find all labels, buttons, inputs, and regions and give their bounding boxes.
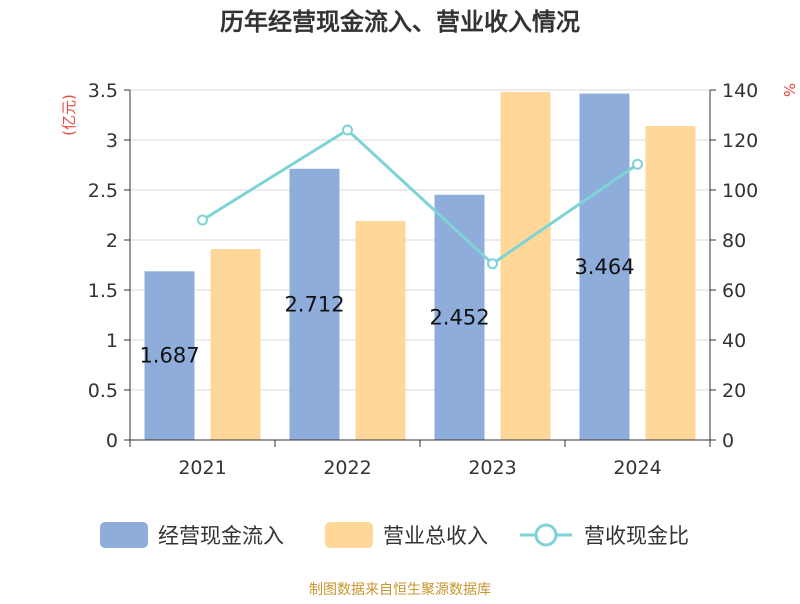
- left-tick-label: 0: [106, 430, 118, 452]
- chart-title: 历年经营现金流入、营业收入情况: [220, 8, 580, 36]
- legend-swatch: [100, 522, 148, 548]
- cash-inflow-bar: [289, 168, 340, 441]
- ratio-point: [197, 214, 208, 226]
- legend-revenue: 营业总收入: [325, 522, 488, 548]
- legend: 经营现金流入 营业总收入 营收现金比: [100, 522, 689, 548]
- revenue-bar: [355, 221, 406, 440]
- revenue-bar: [500, 92, 551, 440]
- left-tick-label: 1: [106, 330, 118, 352]
- right-tick-label: 0: [722, 430, 734, 452]
- ratio-line-path: [201, 128, 639, 266]
- right-tick-label: 60: [722, 280, 746, 302]
- bar-value-label: 2.452: [429, 305, 489, 329]
- right-tick-label: 100: [722, 180, 758, 202]
- legend-cash-inflow: 经营现金流入: [100, 522, 284, 548]
- left-tick-label: 2.5: [88, 180, 118, 202]
- axes: 0 0.5 1 1.5 2 2.5 3 3.5 0 20 40 60 80 100 120 140 2021 20…: [88, 80, 758, 479]
- cash-inflow-bar: [434, 194, 485, 440]
- legend-label: 营业总收入: [383, 524, 488, 548]
- legend-swatch: [325, 522, 373, 548]
- left-axis-unit: (亿元): [60, 94, 78, 136]
- source-note: 制图数据来自恒生聚源数据库: [309, 582, 491, 598]
- right-tick-label: 140: [722, 80, 758, 102]
- left-tick-label: 2: [106, 230, 118, 252]
- right-tick-label: 80: [722, 230, 746, 252]
- bar-value-label: 1.687: [139, 344, 199, 368]
- x-tick-label: 2023: [468, 457, 516, 479]
- revenue-bar: [645, 126, 696, 440]
- revenue-bar: [210, 249, 261, 440]
- right-tick-label: 20: [722, 380, 746, 402]
- right-tick-label: 120: [722, 130, 758, 152]
- cash-inflow-bar: [144, 271, 195, 440]
- data-labels: 1.687 2.712 2.452 3.464: [139, 255, 634, 368]
- left-tick-label: 3: [106, 130, 118, 152]
- right-tick-label: 40: [722, 330, 746, 352]
- legend-ratio: 营收现金比: [520, 523, 689, 548]
- left-tick-label: 3.5: [88, 80, 118, 102]
- ratio-point: [487, 258, 498, 270]
- right-axis-unit: %: [780, 83, 798, 97]
- left-tick-label: 0.5: [88, 380, 118, 402]
- x-tick-label: 2021: [178, 457, 226, 479]
- left-tick-label: 1.5: [88, 280, 118, 302]
- x-tick-label: 2024: [613, 457, 661, 479]
- bar-value-label: 3.464: [574, 255, 634, 279]
- cash-inflow-bar: [579, 93, 630, 440]
- bars: [144, 92, 696, 441]
- legend-label: 营收现金比: [584, 524, 689, 548]
- ratio-line: [197, 124, 643, 270]
- bar-value-label: 2.712: [284, 292, 344, 316]
- x-tick-label: 2022: [323, 457, 371, 479]
- legend-marker: [534, 523, 558, 547]
- ratio-point: [342, 124, 353, 136]
- ratio-point: [632, 158, 643, 170]
- legend-label: 经营现金流入: [158, 524, 284, 548]
